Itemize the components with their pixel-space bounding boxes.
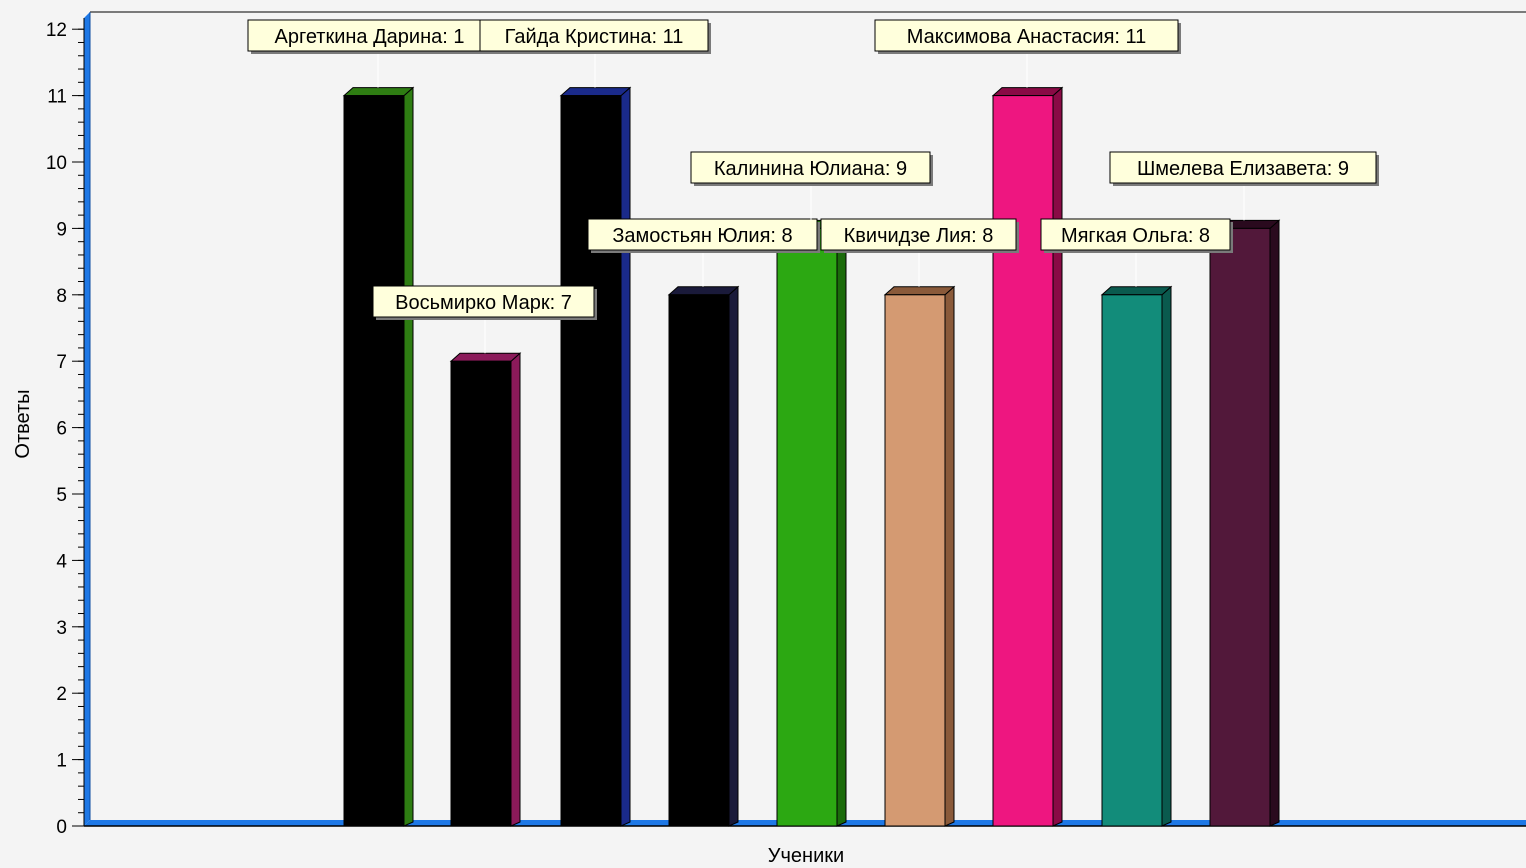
bar-side xyxy=(1052,86,1063,827)
bar-front xyxy=(450,360,512,827)
data-label-text: Мягкая Ольга: 8 xyxy=(1061,225,1210,247)
y-tick-label: 2 xyxy=(56,684,67,705)
label-box xyxy=(1040,218,1231,251)
x-axis-title: Ученики xyxy=(768,845,844,867)
bar-top xyxy=(342,87,415,97)
bar-top xyxy=(449,352,522,362)
bar-front xyxy=(560,95,622,827)
y-axis-line xyxy=(84,12,90,826)
y-tick-label: 0 xyxy=(56,817,67,838)
y-tick-label: 7 xyxy=(56,352,67,373)
label-box xyxy=(1109,151,1377,184)
y-tick-label: 3 xyxy=(56,618,67,639)
y-tick-label: 4 xyxy=(56,551,67,572)
bar-top xyxy=(883,286,956,296)
data-label: Мягкая Ольга: 8 xyxy=(1040,218,1233,287)
bar-side xyxy=(403,86,414,827)
y-tick-label: 12 xyxy=(46,20,67,41)
bar-front xyxy=(343,95,405,827)
bar-side xyxy=(728,285,739,827)
bar xyxy=(667,285,740,827)
bar-top xyxy=(667,286,740,296)
bar-side xyxy=(944,285,955,827)
label-box xyxy=(372,285,595,318)
bar-front xyxy=(992,95,1054,827)
data-label-text: Замостьян Юлия: 8 xyxy=(612,225,792,247)
bar xyxy=(342,86,415,827)
bar-side xyxy=(1161,285,1172,827)
y-tick-label: 10 xyxy=(46,153,67,174)
label-box xyxy=(587,218,818,251)
y-tick-label: 1 xyxy=(56,751,67,772)
bar xyxy=(991,86,1064,827)
data-label: Замостьян Юлия: 8 xyxy=(587,218,820,287)
label-box xyxy=(820,218,1017,251)
data-label: Аргеткина Дарина: 1 xyxy=(247,19,494,88)
data-label-text: Гайда Кристина: 11 xyxy=(505,26,684,48)
bar-side xyxy=(1269,219,1280,827)
bar-front xyxy=(1209,227,1271,827)
label-box xyxy=(247,19,492,52)
data-label-text: Максимова Анастасия: 11 xyxy=(907,26,1147,48)
data-label-text: Квичидзе Лия: 8 xyxy=(844,225,994,247)
bar-side xyxy=(510,352,521,827)
bar xyxy=(883,285,956,827)
label-box xyxy=(479,19,709,52)
y-tick-label: 6 xyxy=(56,419,67,440)
data-label-text: Калинина Юлиана: 9 xyxy=(714,158,907,180)
y-tick-label: 8 xyxy=(56,286,67,307)
data-label: Квичидзе Лия: 8 xyxy=(820,218,1019,287)
bar xyxy=(559,86,632,827)
bar-top xyxy=(991,87,1064,97)
data-label: Гайда Кристина: 11 xyxy=(479,19,711,88)
bar-side xyxy=(620,86,631,827)
bar-front xyxy=(668,294,730,827)
y-tick-label: 11 xyxy=(47,87,67,108)
bar-top xyxy=(1100,286,1173,296)
data-label-text: Восьмирко Марк: 7 xyxy=(395,292,572,314)
data-label: Калинина Юлиана: 9 xyxy=(690,151,933,221)
bar-front xyxy=(776,227,838,827)
bar xyxy=(775,219,848,827)
bar-side xyxy=(836,219,847,827)
data-label: Восьмирко Марк: 7 xyxy=(372,285,597,354)
y-tick-label: 5 xyxy=(56,485,67,506)
bar-front xyxy=(884,294,946,827)
bar-top xyxy=(559,87,632,97)
data-label: Шмелева Елизавета: 9 xyxy=(1109,151,1379,221)
y-tick-label: 9 xyxy=(56,219,67,240)
label-box xyxy=(690,151,931,184)
data-label: Максимова Анастасия: 11 xyxy=(874,19,1181,88)
bar-front xyxy=(1101,294,1163,827)
bar xyxy=(449,352,522,827)
data-label-text: Шмелева Елизавета: 9 xyxy=(1137,158,1349,180)
y-axis-title: Ответы xyxy=(12,389,34,458)
bar xyxy=(1100,285,1173,827)
label-box xyxy=(874,19,1179,52)
data-labels: Аргеткина Дарина: 1 Восьмирко Марк: 7 Гайд… xyxy=(247,19,1379,354)
bar xyxy=(1208,219,1281,827)
data-label-text: Аргеткина Дарина: 1 xyxy=(275,26,465,48)
